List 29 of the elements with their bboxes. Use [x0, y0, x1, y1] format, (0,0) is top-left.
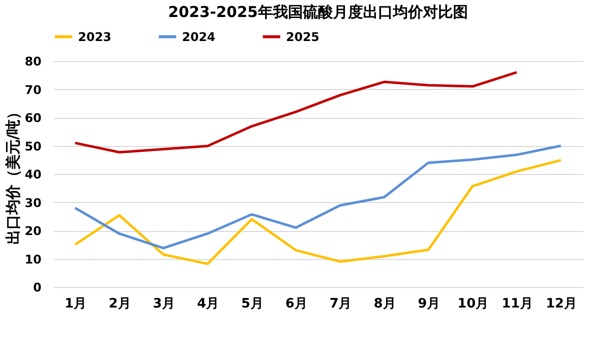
chart-title: 2023-2025年我国硫酸月度出口均价对比图 [168, 3, 468, 21]
y-tick-label: 80 [24, 54, 42, 68]
x-tick-label: 5月 [241, 296, 264, 312]
y-tick-label: 0 [33, 280, 42, 294]
y-tick-label: 60 [24, 111, 42, 125]
x-tick-label: 9月 [418, 296, 440, 312]
y-tick-label: 70 [24, 82, 42, 97]
x-tick-label: 1月 [64, 296, 87, 312]
y-tick-label: 30 [24, 196, 42, 210]
y-axis-title: 出口均价（美元/吨） [4, 104, 22, 245]
y-tick-label: 50 [24, 139, 42, 154]
x-tick-label: 6月 [285, 296, 308, 312]
x-tick-label: 7月 [330, 296, 352, 312]
y-tick-label: 10 [24, 252, 42, 266]
x-tick-label: 3月 [152, 296, 175, 312]
x-tick-label: 8月 [374, 296, 396, 312]
x-tick-label: 4月 [197, 296, 220, 312]
legend-label: 2024 [182, 30, 216, 44]
line-series [74, 144, 562, 250]
y-tick-label: 20 [24, 224, 42, 238]
x-tick-label: 10月 [458, 296, 489, 312]
x-tick-label: 2月 [108, 296, 131, 312]
x-tick-label: 12月 [546, 296, 577, 312]
legend-label: 2025 [286, 30, 320, 44]
y-tick-label: 40 [24, 168, 42, 182]
line-series [74, 158, 562, 266]
legend-label: 2023 [78, 30, 112, 44]
x-tick-label: 11月 [502, 296, 533, 312]
line-series [74, 71, 518, 154]
